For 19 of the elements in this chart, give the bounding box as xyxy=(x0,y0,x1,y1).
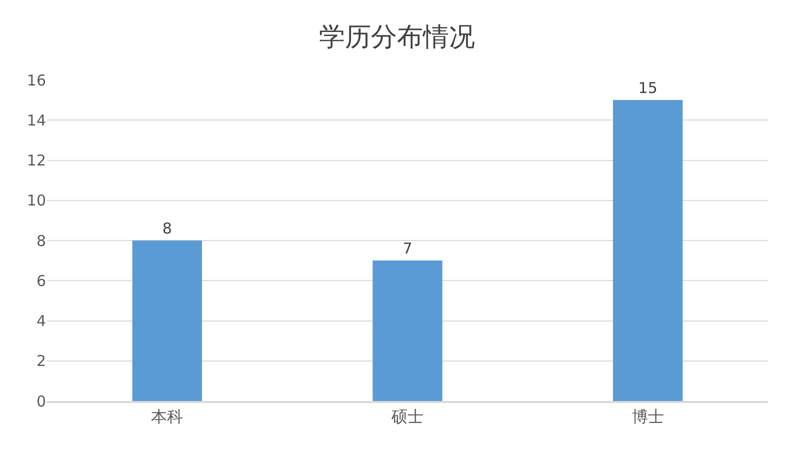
data-label: 7 xyxy=(402,240,412,258)
chart-title: 学历分布情况 xyxy=(319,22,475,52)
y-tick-label: 2 xyxy=(36,352,46,370)
y-tick-label: 16 xyxy=(26,71,46,90)
x-tick-label: 本科 xyxy=(151,406,184,426)
x-tick-label: 博士 xyxy=(632,406,664,426)
data-label: 8 xyxy=(162,220,172,238)
y-tick-label: 10 xyxy=(26,192,46,210)
bar xyxy=(132,240,202,401)
y-tick-label: 8 xyxy=(36,232,46,250)
bar xyxy=(372,260,442,401)
bar xyxy=(612,100,683,401)
y-tick-label: 14 xyxy=(26,111,46,130)
x-tick-label: 硕士 xyxy=(390,406,424,426)
y-tick-label: 4 xyxy=(36,312,46,330)
y-tick-label: 0 xyxy=(36,392,46,410)
y-tick-label: 12 xyxy=(26,152,46,170)
data-label: 15 xyxy=(638,79,658,98)
y-tick-label: 6 xyxy=(36,272,46,290)
